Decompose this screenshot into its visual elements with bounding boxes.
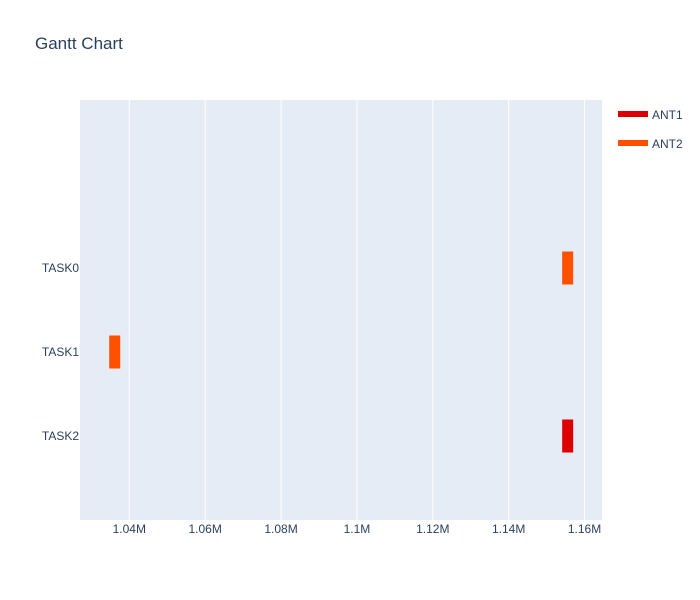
x-tick-label: 1.08M [264, 522, 297, 536]
x-tick-label: 1.04M [113, 522, 146, 536]
gridlines [128, 100, 586, 520]
legend-label: ANT2 [652, 137, 683, 151]
task-bars [109, 251, 574, 453]
y-tick-label: TASK0 [42, 261, 79, 275]
legend: ANT1 ANT2 [618, 108, 683, 151]
legend-label: ANT1 [652, 108, 683, 122]
x-tick-label: 1.06M [189, 522, 222, 536]
y-axis-ticks: TASK0 TASK1 TASK2 [42, 261, 79, 443]
task-bar-ant1-task2 [562, 419, 574, 453]
chart-title: Gantt Chart [35, 34, 123, 53]
task-bar-ant2-task0 [562, 251, 574, 285]
x-tick-label: 1.14M [492, 522, 525, 536]
y-tick-label: TASK2 [42, 429, 79, 443]
y-tick-label: TASK1 [42, 345, 79, 359]
x-tick-label: 1.16M [568, 522, 601, 536]
plot-area [80, 100, 602, 520]
x-axis-ticks: 1.04M 1.06M 1.08M 1.1M 1.12M 1.14M 1.16M [113, 522, 602, 536]
x-tick-label: 1.12M [416, 522, 449, 536]
task-bar-ant2-task1 [109, 335, 121, 369]
x-tick-label: 1.1M [344, 522, 371, 536]
